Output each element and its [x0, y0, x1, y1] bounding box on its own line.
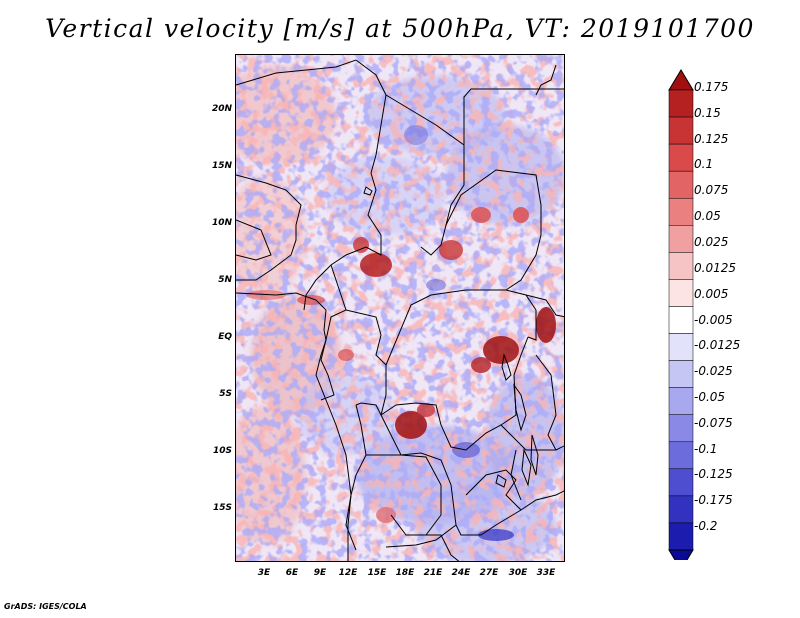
colorbar-label: 0.025: [694, 235, 729, 249]
colorbar-label: -0.175: [694, 493, 733, 507]
colorbar-arrow-top: [668, 69, 694, 91]
lon-label-33e: 33E: [536, 568, 556, 578]
colorbar-segment: [668, 468, 694, 497]
colorbar-label: -0.0125: [694, 338, 741, 352]
colorbar-arrow-bottom: [668, 549, 694, 560]
colorbar-segment: [668, 333, 694, 361]
lat-label-20n: 20N: [211, 104, 232, 114]
colorbar-segment: [668, 116, 694, 145]
lat-label-15n: 15N: [211, 161, 232, 171]
lon-label-27e: 27E: [479, 568, 499, 578]
lon-label-18e: 18E: [395, 568, 415, 578]
coastline: [236, 292, 352, 561]
lat-label-5n: 5N: [218, 275, 232, 285]
colorbar: [668, 69, 694, 560]
colorbar-segment: [668, 197, 694, 226]
colorbar-segment: [668, 306, 694, 334]
colorbar-segment: [668, 279, 694, 307]
colorbar-label: 0.0125: [694, 261, 736, 275]
lon-label-15e: 15E: [367, 568, 387, 578]
colorbar-label: 0.15: [694, 106, 721, 120]
colorbar-segment: [668, 522, 694, 551]
colorbar-segment: [668, 387, 694, 415]
colorbar-segment: [668, 170, 694, 199]
colorbar-label: -0.2: [694, 519, 718, 533]
lakes: [363, 186, 539, 488]
lon-label-12e: 12E: [338, 568, 358, 578]
lat-label-eq: EQ: [218, 332, 232, 342]
colorbar-segment: [668, 252, 694, 280]
colorbar-label: 0.175: [694, 80, 729, 94]
colorbar-segment: [668, 89, 694, 118]
colorbar-segment: [668, 441, 694, 470]
colorbar-label: 0.05: [694, 209, 721, 223]
lon-label-6e: 6E: [285, 568, 299, 578]
colorbar-segment: [668, 495, 694, 524]
colorbar-segment: [668, 360, 694, 388]
lon-label-21e: 21E: [423, 568, 443, 578]
country-borders: [236, 59, 564, 561]
colorbar-segment: [668, 143, 694, 172]
field-noise-cool: [236, 55, 564, 561]
lon-label-30e: 30E: [508, 568, 528, 578]
strong-cells: [246, 125, 556, 541]
lon-label-3e: 3E: [257, 568, 271, 578]
colorbar-label: 0.1: [694, 157, 714, 171]
colorbar-label: 0.005: [694, 287, 729, 301]
colorbar-segment: [668, 225, 694, 253]
lat-label-15s: 15S: [212, 503, 232, 513]
lon-label-9e: 9E: [313, 568, 327, 578]
colorbar-label: -0.025: [694, 364, 733, 378]
colorbar-label: 0.075: [694, 183, 729, 197]
colorbar-label: -0.125: [694, 467, 733, 481]
colorbar-segment: [668, 414, 694, 443]
lat-label-10s: 10S: [212, 446, 232, 456]
map-canvas: [236, 55, 564, 561]
map-panel[interactable]: [235, 54, 565, 562]
chart-title: Vertical velocity [m/s] at 500hPa, VT: 2…: [45, 14, 755, 43]
lat-label-10n: 10N: [211, 218, 232, 228]
colorbar-label: -0.005: [694, 313, 733, 327]
colorbar-label: -0.05: [694, 390, 726, 404]
colorbar-label: -0.1: [694, 442, 718, 456]
lat-label-5s: 5S: [219, 389, 232, 399]
lon-label-24e: 24E: [451, 568, 471, 578]
colorbar-label: 0.125: [694, 132, 729, 146]
credit-text: GrADS: IGES/COLA: [4, 602, 87, 611]
colorbar-label: -0.075: [694, 416, 733, 430]
